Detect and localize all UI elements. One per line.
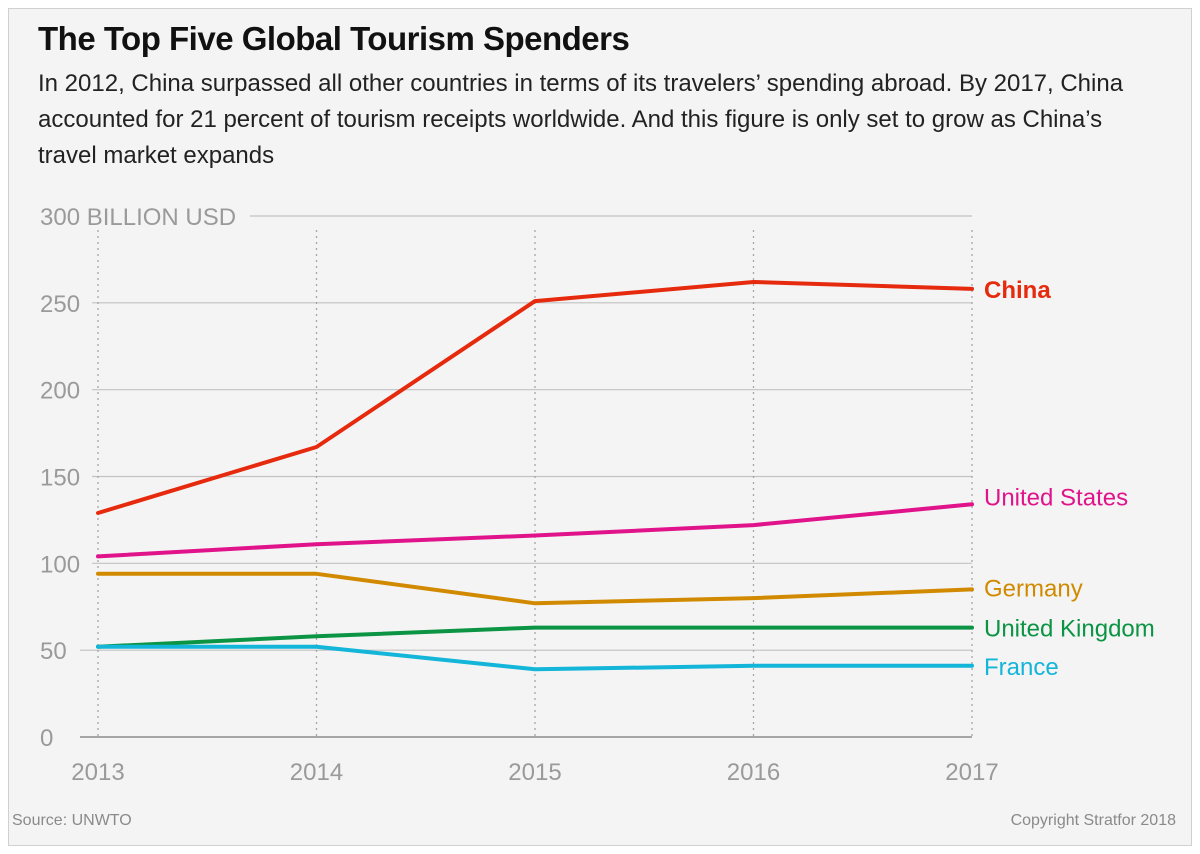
chart-title: The Top Five Global Tourism Spenders bbox=[38, 20, 630, 57]
copyright-note: Copyright Stratfor 2018 bbox=[1010, 812, 1176, 829]
y-tick-label: 0 bbox=[40, 725, 53, 752]
chart-frame bbox=[8, 8, 1192, 846]
x-tick-label: 2015 bbox=[508, 759, 561, 786]
y-tick-label: 50 bbox=[40, 638, 67, 665]
series-line-united-kingdom bbox=[96, 625, 974, 649]
y-tick-label: 200 bbox=[40, 378, 80, 405]
chart-subtitle: In 2012, China surpassed all other count… bbox=[38, 70, 1124, 169]
series-line-germany bbox=[96, 571, 974, 606]
series-label-united-kingdom: United Kingdom bbox=[984, 616, 1155, 643]
x-tick-label: 2017 bbox=[945, 759, 998, 786]
y-tick-label: 250 bbox=[40, 291, 80, 318]
y-tick-label: 150 bbox=[40, 465, 80, 492]
x-tick-label: 2013 bbox=[71, 759, 124, 786]
series-line-united-states bbox=[96, 502, 974, 559]
series-line-france bbox=[96, 644, 974, 672]
series-label-china: China bbox=[984, 277, 1051, 304]
series-label-united-states: United States bbox=[984, 484, 1128, 511]
series-layer bbox=[96, 280, 974, 672]
x-tick-label: 2016 bbox=[727, 759, 780, 786]
y-tick-label: 100 bbox=[40, 551, 80, 578]
source-note: Source: UNWTO bbox=[12, 812, 132, 829]
series-line-china bbox=[96, 280, 974, 515]
series-label-france: France bbox=[984, 654, 1059, 681]
x-tick-label: 2014 bbox=[290, 759, 343, 786]
series-label-germany: Germany bbox=[984, 575, 1083, 602]
y-tick-label: 300 BILLION USD bbox=[40, 204, 236, 231]
labels-layer: 0 50 100 150 200 250 300 BILLION USD 2013 2014 20… bbox=[40, 204, 1155, 786]
